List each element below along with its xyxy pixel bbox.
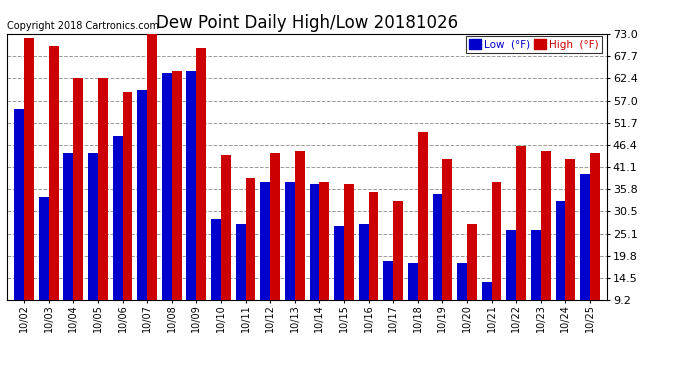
Bar	[541, 151, 551, 338]
Bar	[417, 132, 428, 338]
Bar	[98, 78, 108, 338]
Bar	[334, 226, 344, 338]
Title: Dew Point Daily High/Low 20181026: Dew Point Daily High/Low 20181026	[156, 14, 458, 32]
Legend: Low  (°F), High  (°F): Low (°F), High (°F)	[466, 36, 602, 53]
Bar	[221, 155, 230, 338]
Bar	[63, 153, 73, 338]
Bar	[408, 263, 417, 338]
Bar	[285, 182, 295, 338]
Bar	[359, 224, 368, 338]
Text: Copyright 2018 Cartronics.com: Copyright 2018 Cartronics.com	[7, 21, 159, 31]
Bar	[491, 182, 502, 338]
Bar	[482, 282, 491, 338]
Bar	[236, 224, 246, 338]
Bar	[580, 174, 590, 338]
Bar	[197, 48, 206, 338]
Bar	[433, 194, 442, 338]
Bar	[344, 184, 354, 338]
Bar	[393, 201, 403, 338]
Bar	[506, 230, 516, 338]
Bar	[260, 182, 270, 338]
Bar	[457, 263, 467, 338]
Bar	[49, 46, 59, 338]
Bar	[24, 38, 34, 338]
Bar	[211, 219, 221, 338]
Bar	[384, 261, 393, 338]
Bar	[555, 201, 565, 338]
Bar	[246, 178, 255, 338]
Bar	[295, 151, 304, 338]
Bar	[442, 159, 452, 338]
Bar	[368, 192, 378, 338]
Bar	[162, 74, 172, 338]
Bar	[310, 184, 319, 338]
Bar	[88, 153, 98, 338]
Bar	[39, 196, 49, 338]
Bar	[319, 182, 329, 338]
Bar	[467, 224, 477, 338]
Bar	[137, 90, 147, 338]
Bar	[147, 25, 157, 338]
Bar	[516, 146, 526, 338]
Bar	[531, 230, 541, 338]
Bar	[73, 78, 83, 338]
Bar	[590, 153, 600, 338]
Bar	[14, 109, 24, 338]
Bar	[565, 159, 575, 338]
Bar	[172, 71, 181, 338]
Bar	[123, 92, 132, 338]
Bar	[186, 71, 197, 338]
Bar	[270, 153, 280, 338]
Bar	[112, 136, 123, 338]
